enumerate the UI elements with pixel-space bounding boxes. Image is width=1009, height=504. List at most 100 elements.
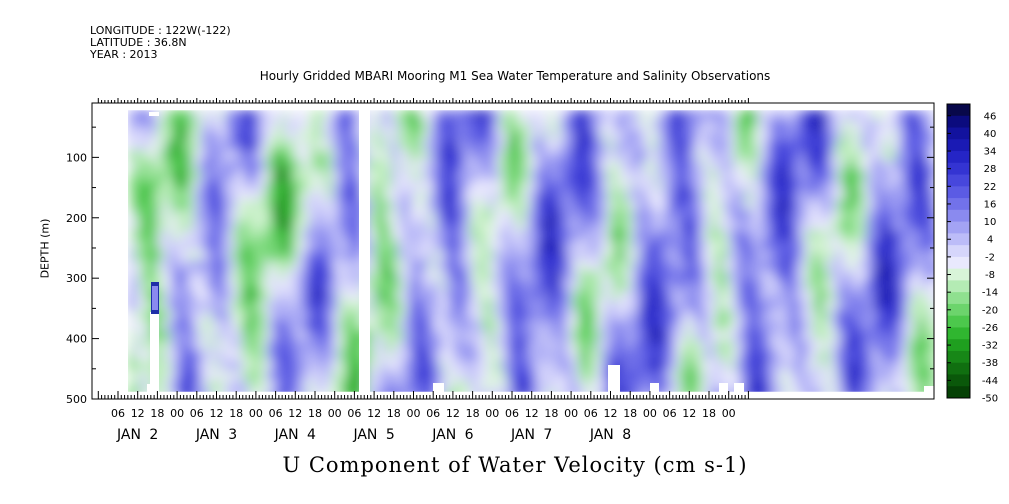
- field-cell: [260, 240, 267, 252]
- field-cell: [170, 110, 177, 122]
- field-cell: [632, 360, 639, 372]
- field-cell: [896, 200, 903, 212]
- field-cell: [500, 250, 507, 262]
- field-cell: [674, 340, 681, 352]
- field-cell: [398, 370, 405, 382]
- field-cell: [278, 160, 285, 172]
- field-cell: [494, 290, 501, 302]
- field-cell: [782, 370, 789, 382]
- field-cell: [272, 150, 279, 162]
- field-cell: [590, 340, 597, 352]
- field-cell: [518, 220, 525, 232]
- field-cell: [296, 350, 303, 362]
- field-cell: [176, 210, 183, 222]
- field-cell: [932, 110, 934, 122]
- field-cell: [410, 360, 417, 372]
- field-cell: [812, 230, 819, 242]
- field-cell: [710, 270, 717, 282]
- field-cell: [284, 340, 291, 352]
- field-cell: [836, 260, 843, 272]
- field-cell: [428, 110, 435, 122]
- field-cell: [704, 290, 711, 302]
- field-cell: [926, 360, 933, 372]
- field-cell: [848, 200, 855, 212]
- field-cell: [326, 300, 333, 312]
- field-cell: [668, 300, 675, 312]
- field-cell: [458, 200, 465, 212]
- field-cell: [236, 290, 243, 302]
- field-cell: [218, 370, 225, 382]
- field-cell: [458, 240, 465, 252]
- field-cell: [410, 170, 417, 182]
- field-cell: [704, 220, 711, 232]
- field-cell: [710, 380, 717, 392]
- field-cell: [404, 370, 411, 382]
- field-cell: [890, 260, 897, 272]
- field-cell: [458, 250, 465, 262]
- field-cell: [626, 350, 633, 362]
- field-cell: [518, 320, 525, 332]
- field-cell: [350, 120, 357, 132]
- field-cell: [128, 280, 135, 292]
- colorbar-swatch: [947, 386, 970, 399]
- field-cell: [278, 360, 285, 372]
- field-cell: [236, 190, 243, 202]
- field-cell: [212, 130, 219, 142]
- field-cell: [302, 320, 309, 332]
- field-cell: [854, 150, 861, 162]
- field-cell: [398, 230, 405, 242]
- field-cell: [902, 180, 909, 192]
- field-cell: [446, 150, 453, 162]
- field-cell: [500, 260, 507, 272]
- field-cell: [890, 280, 897, 292]
- field-cell: [428, 200, 435, 212]
- field-cell: [320, 330, 327, 342]
- field-cell: [164, 350, 171, 362]
- field-cell: [824, 150, 831, 162]
- field-cell: [584, 350, 591, 362]
- field-cell: [224, 370, 231, 382]
- field-cell: [224, 150, 231, 162]
- field-cell: [554, 150, 561, 162]
- field-cell: [194, 170, 201, 182]
- field-cell: [446, 260, 453, 272]
- field-cell: [218, 180, 225, 192]
- field-cell: [398, 190, 405, 202]
- field-cell: [758, 360, 765, 372]
- field-cell: [170, 350, 177, 362]
- field-cell: [740, 320, 747, 332]
- field-cell: [776, 290, 783, 302]
- field-cell: [326, 250, 333, 262]
- field-cell: [902, 330, 909, 342]
- field-cell: [260, 270, 267, 282]
- field-cell: [134, 220, 141, 232]
- field-cell: [368, 350, 375, 362]
- field-cell: [548, 210, 555, 222]
- field-cell: [794, 310, 801, 322]
- field-cell: [878, 230, 885, 242]
- field-cell: [284, 330, 291, 342]
- field-cell: [458, 270, 465, 282]
- field-cell: [464, 300, 471, 312]
- field-cell: [500, 140, 507, 152]
- field-cell: [140, 250, 147, 262]
- field-cell: [716, 200, 723, 212]
- field-cell: [902, 120, 909, 132]
- field-cell: [704, 300, 711, 312]
- field-cell: [236, 250, 243, 262]
- field-cell: [686, 370, 693, 382]
- field-cell: [752, 360, 759, 372]
- field-cell: [158, 280, 165, 292]
- field-cell: [896, 110, 903, 122]
- field-cell: [170, 290, 177, 302]
- field-cell: [440, 150, 447, 162]
- field-cell: [260, 120, 267, 132]
- field-cell: [302, 230, 309, 242]
- field-cell: [446, 250, 453, 262]
- field-cell: [626, 200, 633, 212]
- field-cell: [140, 240, 147, 252]
- field-cell: [206, 270, 213, 282]
- field-cell: [698, 380, 705, 392]
- field-cell: [254, 270, 261, 282]
